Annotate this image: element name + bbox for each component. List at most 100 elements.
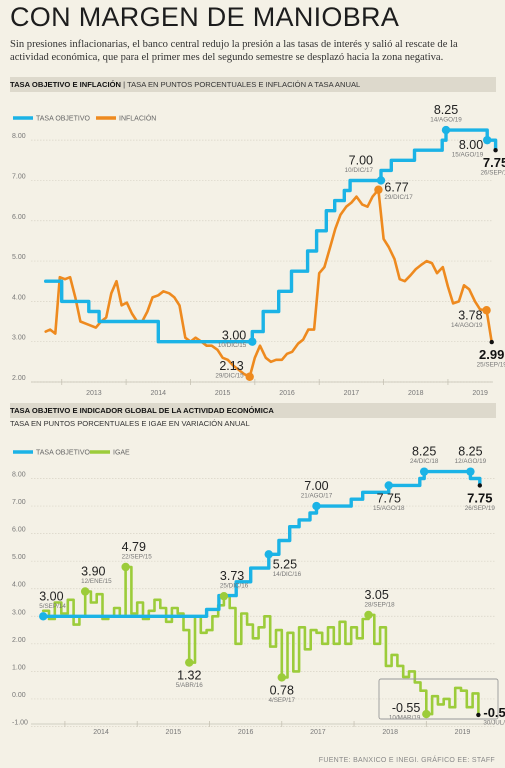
annotation-value: 3.90 bbox=[81, 564, 105, 578]
series-line-tasa bbox=[41, 469, 482, 618]
annotation-dot bbox=[493, 148, 498, 153]
y-tick-label: 4.00 bbox=[12, 294, 26, 301]
annotation-date: 28/SEP/18 bbox=[365, 601, 396, 608]
x-tick-label: 2013 bbox=[86, 390, 102, 397]
annotation-value: 7.00 bbox=[304, 479, 328, 493]
y-tick-label: 0.00 bbox=[12, 692, 26, 699]
annotation-marker bbox=[185, 658, 194, 667]
annotation-value: 3.00 bbox=[222, 329, 246, 343]
y-tick-label: 3.00 bbox=[12, 609, 26, 616]
annotation-value: 0.78 bbox=[270, 683, 294, 697]
annotation-date: 10/DIC/17 bbox=[345, 167, 374, 174]
x-tick-label: 2017 bbox=[344, 390, 360, 397]
legend-label-tasa: TASA OBJETIVO bbox=[36, 116, 90, 123]
annotation-value: 5.25 bbox=[273, 557, 297, 571]
annotation-date: 14/AGO/19 bbox=[451, 322, 483, 329]
highlight-box bbox=[378, 678, 499, 720]
x-tick-label: 2016 bbox=[238, 729, 254, 736]
annotation-value: 7.00 bbox=[349, 153, 373, 167]
annotation-value: 8.25 bbox=[458, 445, 482, 459]
chart1-header: TASA OBJETIVO E INFLACIÓN | TASA EN PUNT… bbox=[10, 77, 496, 92]
legend-label-second: IGAE bbox=[113, 450, 130, 457]
annotation-marker bbox=[466, 467, 475, 476]
chart1-title: TASA OBJETIVO E INFLACIÓN bbox=[10, 80, 121, 89]
y-tick-label: 7.00 bbox=[12, 499, 26, 506]
annotation-date: 15/AGO/18 bbox=[373, 505, 405, 512]
annotation-value: 3.05 bbox=[365, 588, 389, 602]
y-tick-label: 5.00 bbox=[12, 554, 26, 561]
annotation-value: 7.75 bbox=[467, 490, 492, 505]
annotation-marker bbox=[384, 481, 393, 490]
y-tick-label: 1.00 bbox=[12, 664, 26, 671]
annotation-date: 15/AGO/19 bbox=[452, 152, 484, 159]
y-tick-label: 6.00 bbox=[12, 214, 26, 221]
annotation-marker bbox=[39, 612, 48, 621]
x-tick-label: 2019 bbox=[455, 729, 471, 736]
annotation-marker bbox=[364, 610, 373, 620]
annotation-value: 3.00 bbox=[39, 589, 63, 603]
annotation-value: 4.79 bbox=[122, 540, 146, 554]
annotation-date: 12/ENE/15 bbox=[81, 578, 112, 585]
annotation-date: 26/SEP/19 bbox=[481, 170, 505, 177]
legend-label-second: INFLACIÓN bbox=[119, 114, 156, 123]
annotation-dot bbox=[477, 483, 483, 488]
annotation-marker bbox=[219, 591, 229, 601]
y-tick-label: 4.00 bbox=[12, 582, 26, 589]
y-tick-label: -1.00 bbox=[12, 719, 28, 726]
x-tick-label: 2014 bbox=[151, 390, 167, 397]
annotation-date: 5/ABR/16 bbox=[176, 682, 203, 689]
annotation-date: 26/SEP/19 bbox=[465, 505, 496, 512]
y-tick-label: 7.00 bbox=[12, 173, 26, 180]
annotation-date: 30/JUL/19 bbox=[483, 719, 505, 726]
annotation-value: 8.25 bbox=[412, 445, 436, 459]
annotation-marker bbox=[264, 550, 273, 559]
y-tick-label: 2.00 bbox=[12, 637, 26, 644]
annotation-value: 3.73 bbox=[220, 569, 244, 583]
annotation-value: 8.00 bbox=[459, 138, 483, 152]
annotation-date: 25/DIC/16 bbox=[220, 583, 249, 590]
x-tick-label: 2015 bbox=[166, 729, 182, 736]
annotation-date: 10/MAR/19 bbox=[389, 715, 421, 722]
series-line-inflacion bbox=[44, 188, 493, 379]
chart2-subtitle: TASA EN PUNTOS PORCENTUALES E IGAE EN VA… bbox=[10, 419, 250, 428]
annotation-value: 7.75 bbox=[483, 155, 505, 170]
annotation-date: 14/AGO/19 bbox=[430, 117, 462, 124]
x-tick-label: 2018 bbox=[408, 390, 424, 397]
chart1-title-rest: | TASA EN PUNTOS PORCENTUALES E INFLACIÓ… bbox=[120, 80, 361, 89]
annotation-marker bbox=[483, 135, 492, 145]
annotation-value: -0.58 bbox=[483, 705, 505, 720]
annotation-date: 25/SEP/19 bbox=[477, 362, 505, 369]
y-tick-label: 8.00 bbox=[12, 133, 26, 140]
annotation-value: 7.75 bbox=[377, 491, 401, 505]
x-tick-label: 2019 bbox=[472, 390, 488, 397]
annotation-value: 2.13 bbox=[219, 359, 243, 373]
x-tick-label: 2014 bbox=[93, 729, 109, 736]
annotation-dot bbox=[476, 712, 481, 718]
series-line-igae bbox=[41, 565, 480, 717]
y-tick-label: 6.00 bbox=[12, 527, 26, 534]
annotation-date: 4/SEP/17 bbox=[268, 697, 295, 704]
annotation-date: 12/AGO/19 bbox=[455, 458, 487, 465]
chart2-title: TASA OBJETIVO E INDICADOR GLOBAL DE LA A… bbox=[10, 406, 274, 415]
annotation-value: 3.78 bbox=[458, 308, 482, 322]
series-line-tasa bbox=[44, 128, 498, 344]
annotation-marker bbox=[441, 125, 451, 135]
annotation-value: 1.32 bbox=[177, 669, 201, 683]
annotation-value: 8.25 bbox=[434, 103, 458, 117]
annotation-marker bbox=[80, 587, 90, 596]
annotation-value: 2.99 bbox=[479, 347, 504, 362]
annotation-date: 29/DIC/17 bbox=[384, 194, 413, 201]
annotation-date: 29/DIC/15 bbox=[215, 372, 244, 379]
annotation-marker bbox=[374, 185, 383, 194]
x-tick-label: 2018 bbox=[382, 729, 398, 736]
page-title: CON MARGEN DE MANIOBRA bbox=[10, 2, 400, 32]
chart2-header: TASA OBJETIVO E INDICADOR GLOBAL DE LA A… bbox=[10, 403, 496, 418]
y-tick-label: 3.00 bbox=[12, 335, 26, 342]
annotation-marker bbox=[482, 306, 491, 315]
annotation-date: 5/SEP/14 bbox=[39, 603, 66, 610]
source-footer: FUENTE: BANXICO E INEGI. GRÁFICO EE: STA… bbox=[318, 757, 495, 764]
annotation-date: 22/SEP/15 bbox=[122, 553, 153, 560]
annotation-date: 14/DIC/16 bbox=[273, 571, 302, 578]
annotation-date: 21/AGO/17 bbox=[301, 493, 333, 500]
annotation-marker bbox=[376, 176, 386, 185]
